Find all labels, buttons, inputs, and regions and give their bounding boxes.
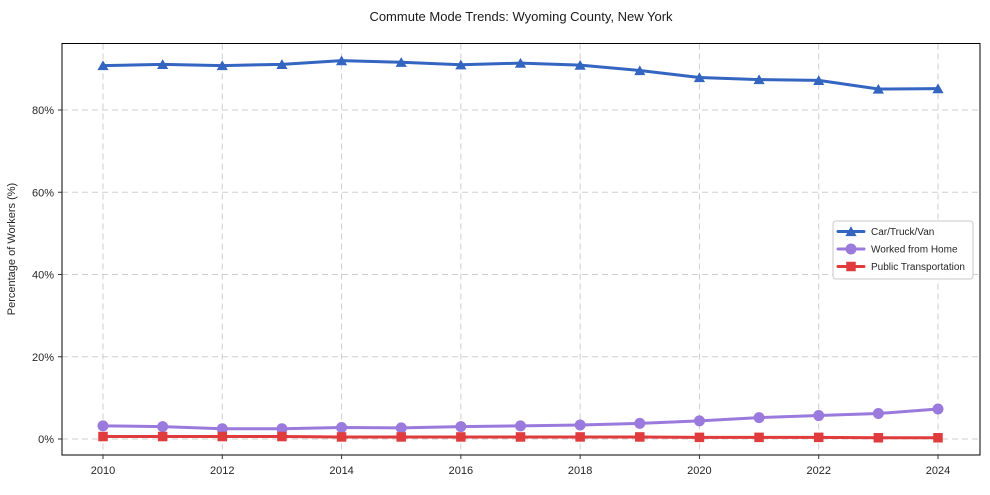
y-tick-label: 80% [32,105,54,117]
y-tick-label: 60% [32,187,54,199]
data-series [97,55,944,443]
data-point-public-transportation [873,433,884,443]
x-tick-label: 2018 [568,465,592,477]
data-point-worked-from-home [157,421,169,433]
data-point-public-transportation [336,432,347,442]
plot-border [61,43,981,456]
data-point-car-truck-van [455,59,467,70]
y-tick-label: 40% [32,270,54,282]
series-public-transportation [98,431,943,443]
data-point-public-transportation [694,432,705,443]
data-point-worked-from-home [574,419,586,431]
data-point-car-truck-van [932,83,944,94]
data-point-public-transportation [933,433,943,443]
data-point-car-truck-van [813,75,825,85]
x-tick-label: 2016 [449,465,473,477]
data-point-car-truck-van [753,74,765,85]
x-tick-label: 2022 [806,465,830,477]
data-point-worked-from-home [813,410,825,422]
data-point-public-transportation [396,432,406,442]
gridlines [62,43,980,455]
legend-entry-worked-from-home: Worked from Home [836,243,958,256]
data-point-car-truck-van [872,83,884,94]
axis-ticks: 0% 20% 40% 60% 80% 2010 2012 2014 2016 2018 2020 20… [32,105,950,477]
data-point-worked-from-home [753,412,765,424]
data-point-car-truck-van [335,55,348,66]
x-tick-label: 2024 [926,465,950,477]
data-point-car-truck-van [216,60,228,71]
legend-entry-car-truck-van: Car/Truck/Van [836,226,934,238]
data-point-car-truck-van [276,59,288,69]
legend-marker-circle-icon [845,243,857,255]
legend-label-worked-from-home: Worked from Home [871,245,958,256]
data-point-car-truck-van [395,57,407,67]
legend: Car/Truck/Van Worked from Home Public Tran… [832,220,974,280]
data-point-public-transportation [754,432,764,443]
data-point-public-transportation [277,431,287,442]
data-point-public-transportation [217,431,228,442]
data-point-public-transportation [813,432,824,443]
data-point-worked-from-home [455,421,467,433]
data-point-worked-from-home [216,423,228,435]
data-point-car-truck-van [97,60,109,71]
data-point-worked-from-home [634,417,646,429]
data-point-car-truck-van [693,72,706,83]
chart-title: Commute Mode Trends: Wyoming County, New… [369,9,673,24]
data-point-car-truck-van [634,65,646,76]
legend-marker-square-icon [846,261,856,272]
x-tick-label: 2020 [687,465,711,477]
data-point-worked-from-home [336,421,348,433]
y-tick-label: 0% [38,434,54,446]
data-point-worked-from-home [97,420,109,432]
data-point-public-transportation [515,432,526,442]
data-point-worked-from-home [932,403,944,415]
series-worked-from-home [97,403,944,435]
data-point-worked-from-home [276,423,288,435]
data-point-car-truck-van [157,59,169,69]
legend-entry-public-transportation: Public Transportation [836,261,965,273]
data-point-worked-from-home [693,415,705,427]
data-point-public-transportation [575,432,585,442]
data-point-worked-from-home [872,408,884,420]
legend-label-car-truck-van: Car/Truck/Van [871,227,934,238]
data-point-public-transportation [157,431,168,442]
data-point-public-transportation [98,431,108,442]
legend-label-public-transportation: Public Transportation [871,262,965,273]
legend-box [832,220,974,280]
data-point-car-truck-van [574,59,586,70]
data-point-worked-from-home [515,420,526,432]
data-point-worked-from-home [395,422,407,434]
data-point-public-transportation [456,432,466,442]
x-tick-label: 2010 [91,465,115,477]
x-tick-label: 2012 [210,465,234,477]
data-point-public-transportation [635,432,645,442]
y-tick-label: 20% [32,352,54,364]
series-car-truck-van [97,55,944,94]
x-tick-label: 2014 [329,465,353,477]
y-axis-label: Percentage of Workers (%) [6,183,18,315]
legend-marker-triangle-icon [845,226,857,237]
data-point-car-truck-van [514,57,527,68]
